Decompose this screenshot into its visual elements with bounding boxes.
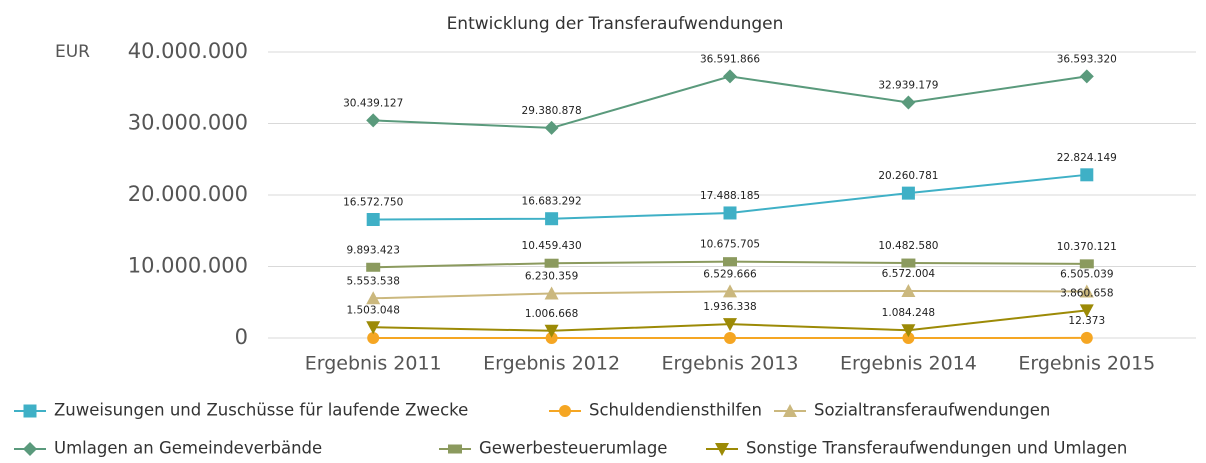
legend-marker	[448, 444, 462, 454]
data-point	[901, 324, 916, 338]
legend-marker	[23, 404, 37, 418]
data-point	[544, 120, 559, 135]
data-point	[366, 262, 381, 272]
data-label: 10.482.580	[878, 240, 938, 252]
data-label: 10.370.121	[1057, 241, 1117, 253]
legend-label: Umlagen an Gemeindeverbände	[54, 439, 322, 458]
legend-label: Sozialtransferaufwendungen	[814, 401, 1050, 420]
data-label: 30.439.127	[343, 97, 403, 109]
legend-marker	[715, 443, 729, 456]
data-point	[902, 332, 915, 344]
data-point	[367, 332, 380, 344]
x-tick-label: Ergebnis 2012	[483, 353, 620, 375]
legend-marker	[783, 404, 797, 417]
y-tick-label: 20.000.000	[128, 182, 248, 206]
data-label: 36.591.866	[700, 53, 760, 65]
data-point	[901, 95, 916, 110]
data-label: 29.380.878	[522, 105, 582, 117]
data-point	[544, 324, 559, 338]
data-point	[366, 113, 381, 128]
legend-label: Schuldendiensthilfen	[589, 401, 762, 420]
y-tick-label: 10.000.000	[128, 254, 248, 278]
data-point	[723, 69, 737, 84]
data-label: 10.459.430	[522, 240, 582, 252]
data-label: 16.683.292	[522, 196, 582, 208]
data-point	[1080, 331, 1093, 344]
x-tick-label: Ergebnis 2013	[662, 353, 799, 375]
x-tick-label: Ergebnis 2015	[1018, 353, 1155, 375]
data-point	[545, 212, 559, 226]
y-axis-label: EUR	[55, 42, 90, 62]
x-tick-label: Ergebnis 2011	[305, 353, 442, 375]
data-label: 36.593.320	[1057, 53, 1117, 65]
x-tick-label: Ergebnis 2014	[840, 353, 977, 375]
data-label: 10.675.705	[700, 239, 760, 251]
data-point	[545, 332, 558, 344]
data-label: 6.505.039	[1060, 268, 1113, 280]
data-point	[724, 332, 736, 344]
legend-marker	[559, 405, 571, 417]
data-point	[901, 258, 916, 268]
y-tick-label: 40.000.000	[128, 39, 248, 63]
data-label: 16.572.750	[343, 197, 403, 209]
data-label: 9.893.423	[346, 244, 399, 256]
data-point	[1080, 168, 1094, 182]
data-label: 12.373	[1068, 315, 1105, 327]
data-point	[366, 321, 381, 335]
chart-title: Entwicklung der Transferaufwendungen	[447, 14, 784, 34]
y-tick-label: 30.000.000	[128, 111, 248, 135]
data-point	[723, 284, 737, 298]
data-label: 3.860.658	[1060, 287, 1113, 299]
data-point	[723, 257, 737, 267]
data-point	[1079, 304, 1094, 318]
data-label: 1.006.668	[525, 308, 578, 320]
legend-label: Gewerbesteuerumlage	[479, 439, 667, 458]
data-point	[1079, 284, 1094, 298]
data-point	[901, 284, 916, 298]
y-tick-label: 0	[235, 325, 248, 349]
data-label: 20.260.781	[878, 170, 938, 182]
data-point	[723, 318, 737, 332]
data-label: 6.230.359	[525, 270, 578, 282]
data-label: 22.824.149	[1057, 152, 1117, 164]
data-point	[544, 258, 559, 268]
data-label: 6.572.004	[882, 268, 936, 280]
legend-marker	[23, 442, 37, 456]
data-point	[723, 206, 737, 220]
data-label: 17.488.185	[700, 190, 760, 202]
data-point	[544, 286, 559, 300]
data-label: 1.503.048	[346, 304, 399, 316]
data-point	[366, 213, 380, 227]
data-point	[1079, 259, 1094, 269]
data-point	[901, 186, 915, 200]
data-label: 5.553.538	[346, 275, 399, 287]
legend-label: Sonstige Transferaufwendungen und Umlage…	[746, 439, 1127, 458]
data-point	[1079, 69, 1094, 84]
legend-label: Zuweisungen und Zuschüsse für laufende Z…	[54, 401, 468, 420]
data-label: 1.084.248	[882, 307, 935, 319]
data-label: 32.939.179	[878, 79, 938, 91]
data-point	[366, 291, 381, 305]
series-line	[373, 75, 1087, 129]
data-label: 6.529.666	[703, 268, 757, 280]
data-label: 1.936.338	[703, 301, 756, 313]
